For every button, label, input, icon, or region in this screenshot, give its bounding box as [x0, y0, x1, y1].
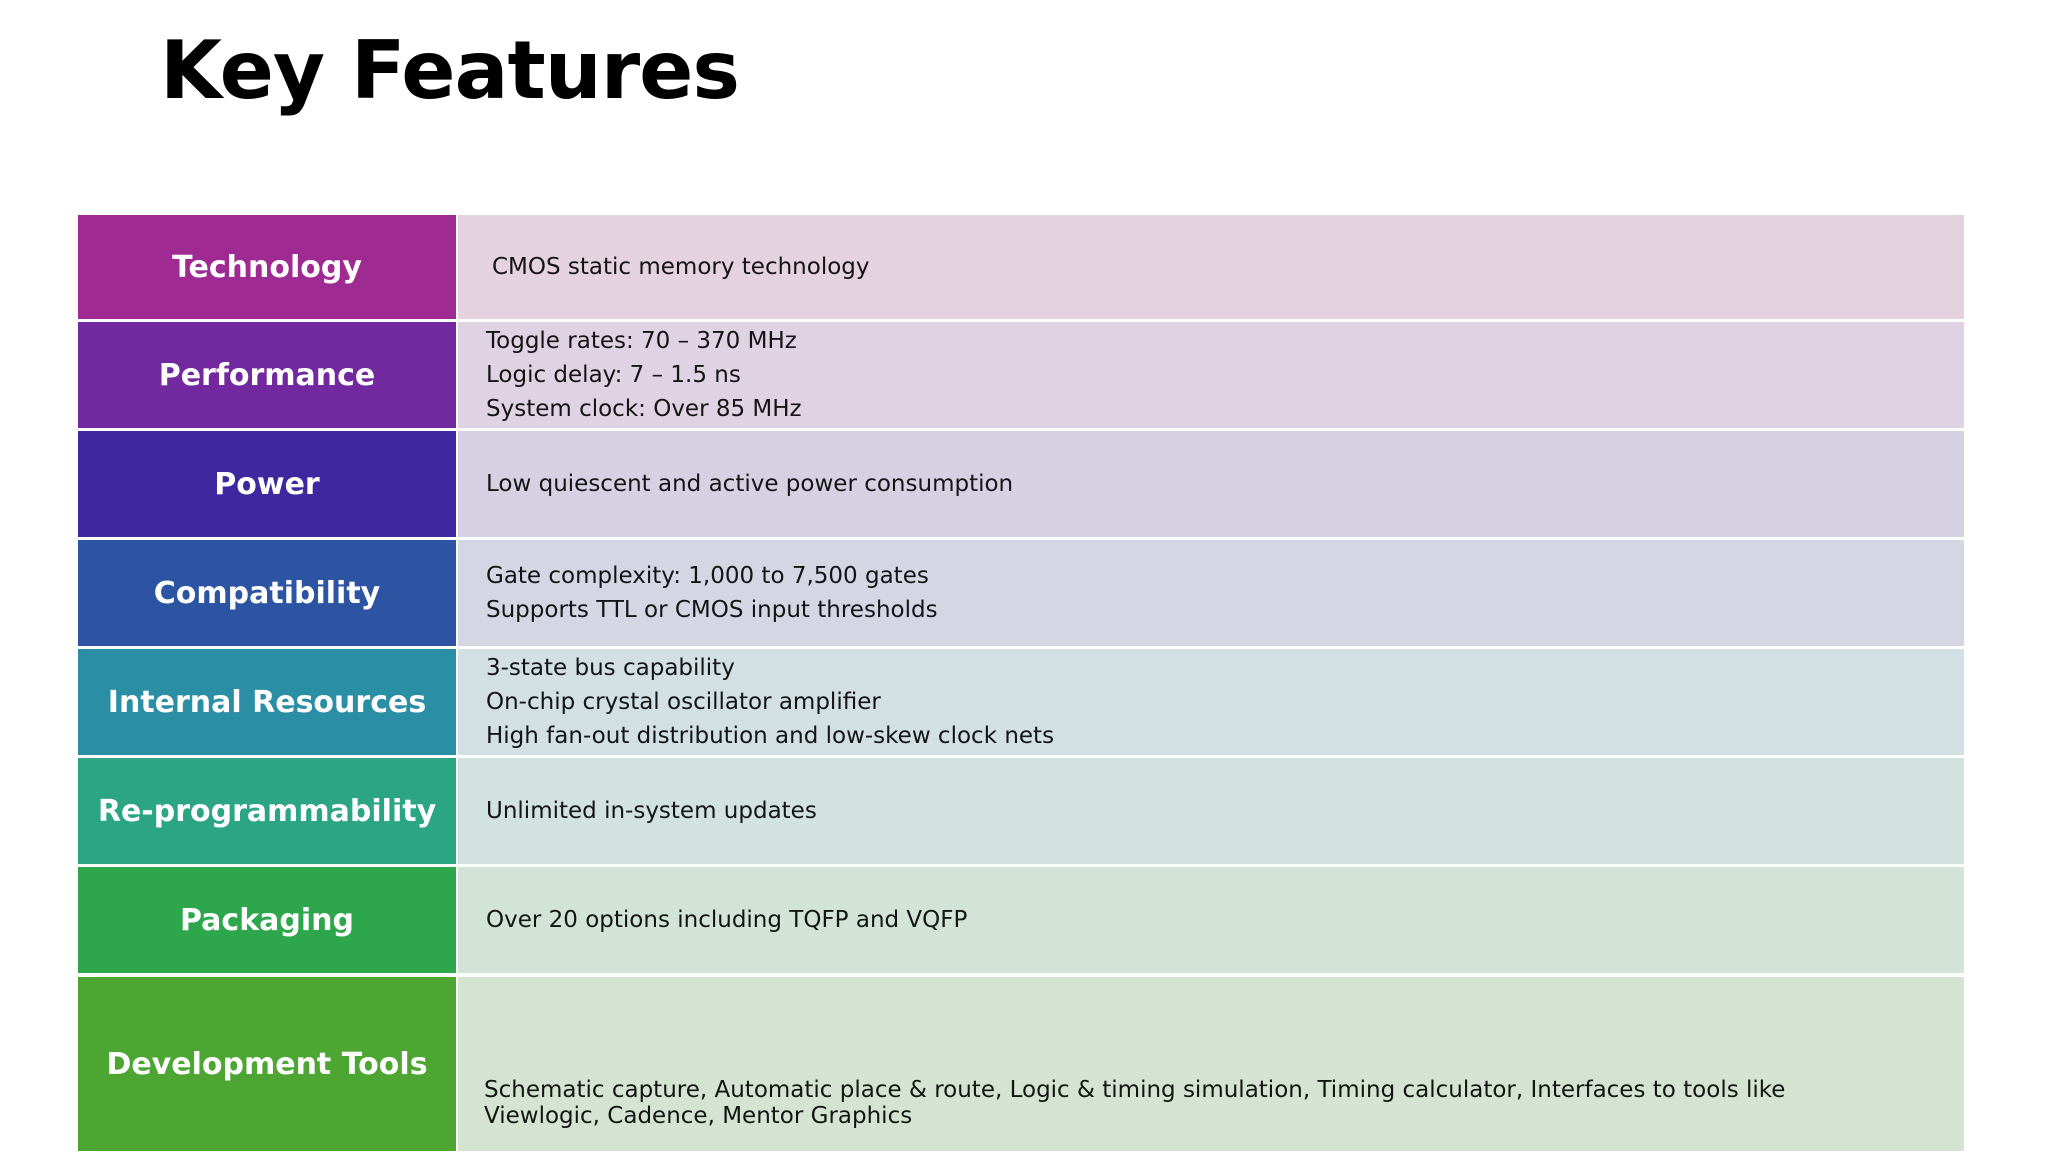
description-line: Over 20 options including TQFP and VQFP	[486, 907, 968, 933]
features-table: Technology CMOS static memory technology…	[78, 215, 1964, 1154]
description-line: Low quiescent and active power consumpti…	[486, 471, 1014, 497]
description-line: System clock: Over 85 MHz	[486, 396, 802, 422]
feature-description-internal-resources: 3-state bus capability On-chip crystal o…	[458, 649, 1964, 755]
feature-row-performance: Performance Toggle rates: 70 – 370 MHz L…	[78, 322, 1964, 428]
feature-row-technology: Technology CMOS static memory technology	[78, 215, 1964, 319]
description-line: Schematic capture, Automatic place & rou…	[484, 1077, 1786, 1129]
feature-row-power: Power Low quiescent and active power con…	[78, 431, 1964, 537]
feature-row-packaging: Packaging Over 20 options including TQFP…	[78, 867, 1964, 973]
description-line: On-chip crystal oscillator amplifier	[486, 689, 881, 715]
feature-description-power: Low quiescent and active power consumpti…	[458, 431, 1964, 537]
feature-row-re-programmability: Re-programmability Unlimited in-system u…	[78, 758, 1964, 864]
feature-label-compatibility: Compatibility	[78, 540, 456, 646]
feature-row-development-tools: Development Tools Schematic capture, Aut…	[78, 977, 1964, 1151]
description-line: Gate complexity: 1,000 to 7,500 gates	[486, 563, 929, 589]
feature-description-packaging: Over 20 options including TQFP and VQFP	[458, 867, 1964, 973]
feature-row-compatibility: Compatibility Gate complexity: 1,000 to …	[78, 540, 1964, 646]
description-line: Unlimited in-system updates	[486, 798, 817, 824]
feature-description-technology: CMOS static memory technology	[458, 215, 1964, 319]
description-line: Supports TTL or CMOS input thresholds	[486, 597, 938, 623]
feature-label-re-programmability: Re-programmability	[78, 758, 456, 864]
feature-label-power: Power	[78, 431, 456, 537]
feature-description-development-tools: Schematic capture, Automatic place & rou…	[458, 977, 1964, 1151]
feature-label-development-tools: Development Tools	[78, 977, 456, 1151]
feature-label-internal-resources: Internal Resources	[78, 649, 456, 755]
feature-label-technology: Technology	[78, 215, 456, 319]
feature-description-re-programmability: Unlimited in-system updates	[458, 758, 1964, 864]
page-title: Key Features	[160, 24, 740, 117]
description-line: 3-state bus capability	[486, 655, 735, 681]
description-line: High fan-out distribution and low-skew c…	[486, 723, 1055, 749]
feature-description-compatibility: Gate complexity: 1,000 to 7,500 gates Su…	[458, 540, 1964, 646]
description-line: Logic delay: 7 – 1.5 ns	[486, 362, 741, 388]
feature-label-packaging: Packaging	[78, 867, 456, 973]
description-line: CMOS static memory technology	[492, 254, 870, 280]
feature-label-performance: Performance	[78, 322, 456, 428]
feature-description-performance: Toggle rates: 70 – 370 MHz Logic delay: …	[458, 322, 1964, 428]
description-line: Toggle rates: 70 – 370 MHz	[486, 328, 797, 354]
feature-row-internal-resources: Internal Resources 3-state bus capabilit…	[78, 649, 1964, 755]
